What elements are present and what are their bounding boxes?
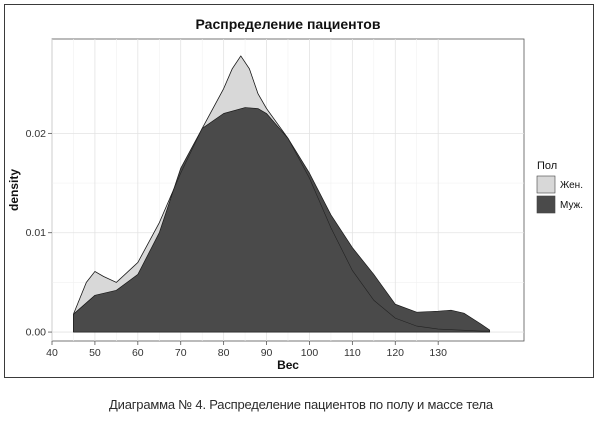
x-tick-label: 100 — [301, 347, 319, 359]
x-tick-label: 130 — [429, 347, 447, 359]
y-tick-label: 0.02 — [26, 128, 47, 140]
legend-key-female — [536, 175, 556, 194]
figure-frame: Распределение пациентов 40 50 60 70 80 90 100 1… — [4, 4, 594, 378]
y-axis-title: density — [7, 169, 21, 211]
x-tick-label: 50 — [89, 347, 101, 359]
density-outline-female — [73, 55, 490, 332]
x-axis-title: Вес — [277, 358, 299, 372]
y-tick-label: 0.01 — [26, 227, 47, 239]
axis-ticks: 40 50 60 70 80 90 100 110 120 130 0.00 0.01 0.02 — [26, 128, 448, 359]
density-areas — [73, 55, 491, 333]
y-tick-label: 0.00 — [26, 327, 47, 339]
x-tick-label: 120 — [387, 347, 405, 359]
x-tick-label: 80 — [218, 347, 230, 359]
figure-caption: Диаграмма № 4. Распределение пациентов п… — [109, 397, 493, 412]
density-chart: Распределение пациентов 40 50 60 70 80 90 100 1… — [7, 16, 583, 372]
x-tick-label: 90 — [261, 347, 273, 359]
x-tick-label: 40 — [46, 347, 58, 359]
legend-title: Пол — [537, 160, 557, 172]
x-tick-label: 110 — [344, 347, 361, 359]
x-tick-label: 70 — [175, 347, 187, 359]
density-area-male — [73, 107, 491, 333]
chart-title: Распределение пациентов — [196, 16, 381, 32]
legend-key-male — [536, 195, 556, 214]
legend-label-female: Жен. — [560, 180, 583, 191]
legend-label-male: Муж. — [560, 200, 583, 211]
legend: Пол Жен. Муж. — [536, 160, 583, 214]
x-tick-label: 60 — [132, 347, 144, 359]
